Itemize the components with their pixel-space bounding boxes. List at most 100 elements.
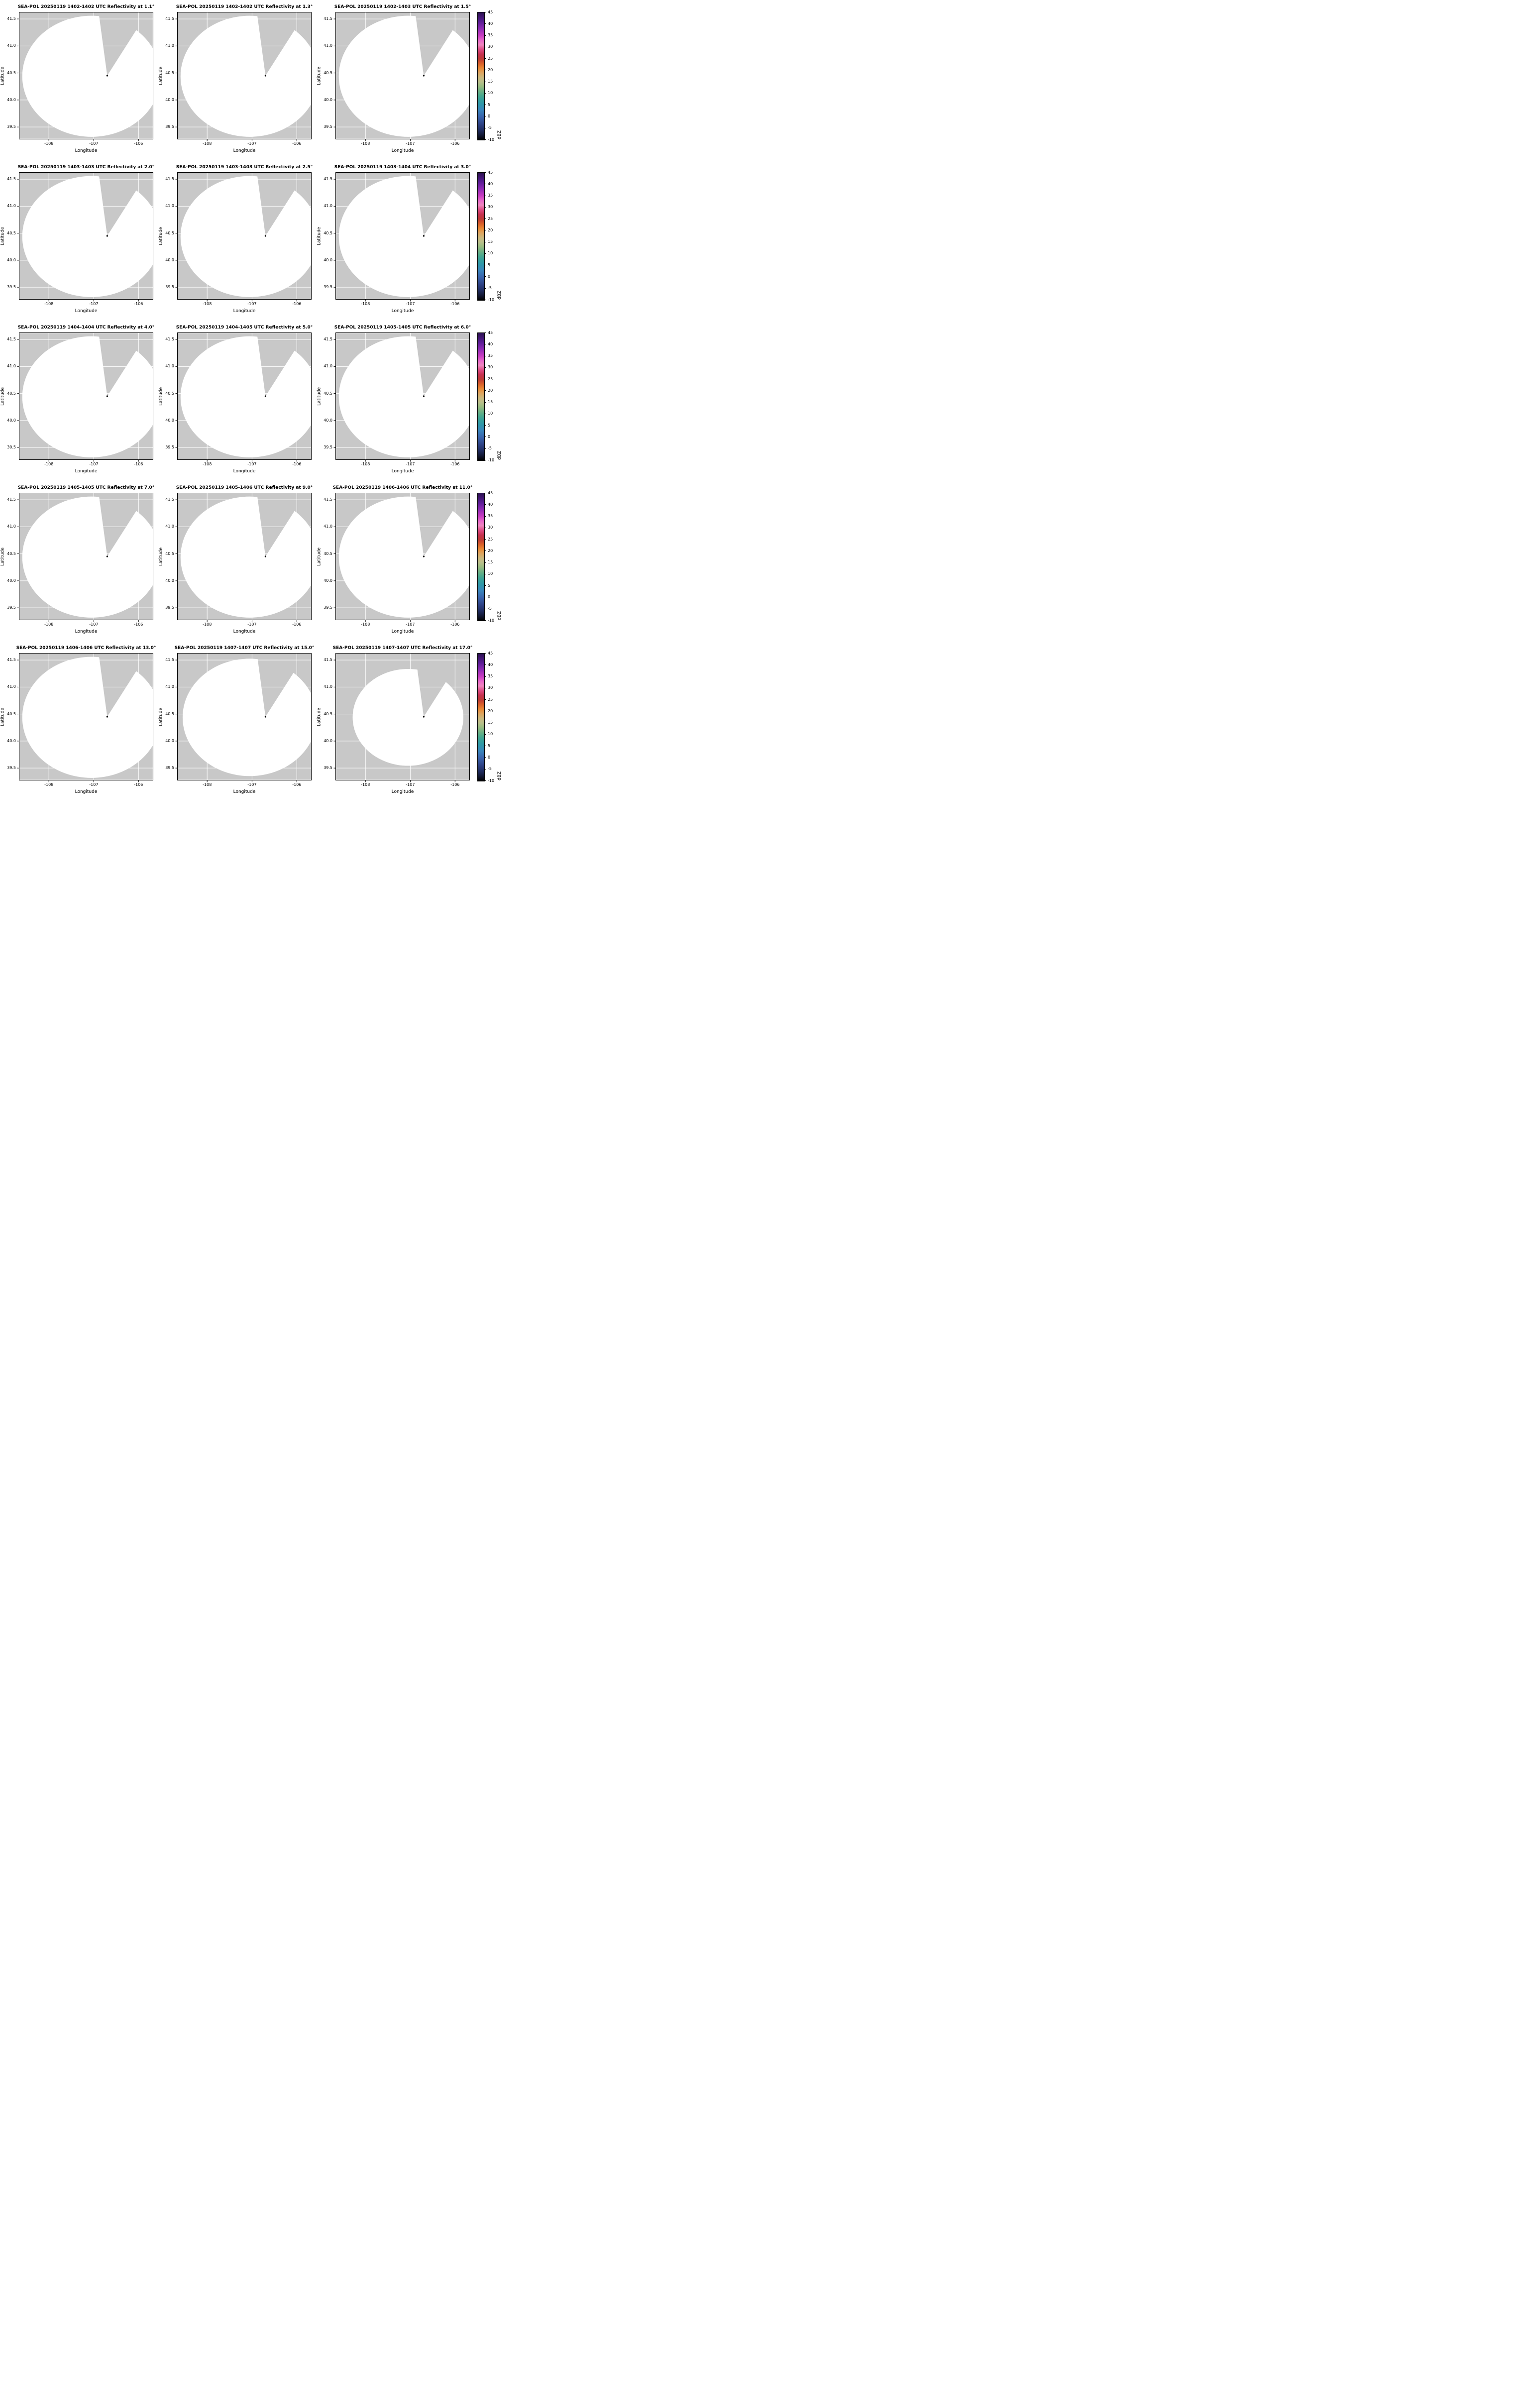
y-tick-label: 41.0 — [165, 684, 174, 689]
y-tick-label: 41.5 — [7, 177, 16, 182]
x-tick-label: -106 — [450, 622, 460, 627]
colorbar-gradient — [477, 172, 485, 301]
colorbar-tick-label: 20 — [488, 708, 493, 713]
colorbar-tick-label: -5 — [488, 125, 492, 130]
radar-panel: SEA-POL 20250119 1403-1403 UTC Reflectiv… — [0, 161, 158, 322]
colorbar-tick-label: 25 — [488, 376, 493, 381]
colorbar-tick-label: 35 — [488, 674, 493, 679]
blocked-sector-wedge — [99, 12, 148, 76]
x-tick-label: -107 — [89, 302, 99, 306]
y-axis-label: Latitude — [317, 387, 322, 406]
y-tick-label: 40.0 — [165, 738, 174, 743]
radar-site-dot — [423, 235, 425, 237]
y-tick-label: 39.5 — [7, 445, 16, 450]
colorbar-tick — [485, 35, 486, 36]
x-axis-label: Longitude — [391, 629, 414, 634]
radar-site-dot — [106, 235, 108, 237]
x-axis-label: Longitude — [233, 309, 256, 314]
y-tick-label: 40.5 — [165, 391, 174, 396]
panel-title: SEA-POL 20250119 1404-1405 UTC Reflectiv… — [176, 325, 313, 330]
radar-ppi-plot — [17, 12, 153, 141]
y-tick-label: 39.5 — [7, 605, 16, 610]
y-tick-label: 40.5 — [7, 551, 16, 556]
panel-title: SEA-POL 20250119 1404-1404 UTC Reflectiv… — [17, 325, 155, 330]
colorbar-tick-label: 35 — [488, 193, 493, 198]
x-tick-label: -108 — [361, 622, 370, 627]
colorbar-tick — [485, 734, 486, 735]
radar-panel: SEA-POL 20250119 1402-1402 UTC Reflectiv… — [0, 1, 158, 161]
colorbar-tick — [485, 367, 486, 368]
figure-row: SEA-POL 20250119 1402-1402 UTC Reflectiv… — [0, 1, 506, 161]
colorbar-tick-label: 25 — [488, 537, 493, 542]
x-tick-label: -107 — [406, 622, 415, 627]
colorbar-tick-label: -10 — [488, 297, 495, 302]
x-axis-label: Longitude — [391, 789, 414, 794]
y-tick-label: 40.0 — [324, 97, 332, 102]
colorbar-tick-label: 40 — [488, 21, 493, 26]
y-tick-label: 40.5 — [324, 391, 332, 396]
y-tick-label: 40.5 — [324, 711, 332, 716]
colorbar: 45 40 35 30 25 20 15 10 5 0 -5 -10 dBZ — [475, 642, 506, 802]
colorbar-tick-label: 10 — [488, 251, 493, 256]
y-axis-label: Latitude — [0, 387, 5, 406]
y-tick-label: 40.0 — [324, 257, 332, 262]
x-tick-label: -108 — [203, 622, 212, 627]
x-axis-label: Longitude — [75, 309, 98, 314]
y-tick-label: 41.0 — [324, 204, 332, 209]
colorbar-tick-label: 10 — [488, 411, 493, 416]
scan-area — [182, 658, 312, 776]
radar-panel: SEA-POL 20250119 1402-1402 UTC Reflectiv… — [158, 1, 317, 161]
y-tick-label: 41.5 — [165, 337, 174, 342]
y-tick-label: 39.5 — [165, 124, 174, 129]
x-tick-label: -108 — [361, 782, 370, 787]
radar-panel: SEA-POL 20250119 1407-1407 UTC Reflectiv… — [317, 642, 475, 802]
y-axis-label: Latitude — [0, 707, 5, 726]
x-axis-label: Longitude — [391, 469, 414, 474]
colorbar-tick-label: -10 — [488, 778, 495, 783]
colorbar-tick-label: -10 — [488, 618, 495, 623]
radar-site-dot — [264, 75, 266, 77]
x-tick-label: -106 — [450, 302, 460, 306]
y-axis-label: Latitude — [158, 387, 164, 406]
x-tick-label: -106 — [292, 141, 302, 146]
blocked-sector-wedge — [99, 493, 148, 556]
y-tick-label: 41.5 — [324, 497, 332, 502]
y-axis-label: Latitude — [317, 547, 322, 566]
y-tick-label: 41.5 — [165, 16, 174, 21]
figure-row: SEA-POL 20250119 1404-1404 UTC Reflectiv… — [0, 322, 506, 482]
x-tick-label: -107 — [406, 302, 415, 306]
x-tick-label: -106 — [292, 302, 302, 306]
y-tick-label: 39.5 — [324, 124, 332, 129]
colorbar-tick — [485, 757, 486, 758]
figure-row: SEA-POL 20250119 1405-1405 UTC Reflectiv… — [0, 482, 506, 642]
y-tick-label: 41.0 — [7, 684, 16, 689]
colorbar-tick — [485, 402, 486, 403]
radar-ppi-plot — [333, 493, 470, 622]
panel-title: SEA-POL 20250119 1402-1403 UTC Reflectiv… — [334, 4, 471, 9]
radar-panel: SEA-POL 20250119 1406-1406 UTC Reflectiv… — [317, 482, 475, 642]
y-tick-label: 40.0 — [324, 578, 332, 583]
colorbar-tick-label: 20 — [488, 67, 493, 72]
x-axis-label: Longitude — [391, 309, 414, 314]
radar-ppi-plot — [333, 12, 470, 141]
colorbar-tick — [485, 516, 486, 517]
colorbar-tick — [485, 676, 486, 677]
colorbar-tick — [485, 550, 486, 551]
y-tick-label: 40.0 — [7, 257, 16, 262]
panel-title: SEA-POL 20250119 1405-1405 UTC Reflectiv… — [17, 485, 155, 490]
figure-row: SEA-POL 20250119 1403-1403 UTC Reflectiv… — [0, 161, 506, 322]
colorbar-tick — [485, 539, 486, 540]
y-tick-label: 40.0 — [324, 418, 332, 423]
y-tick-label: 41.5 — [165, 657, 174, 662]
y-axis-label: Latitude — [317, 66, 322, 85]
y-tick-label: 41.5 — [324, 16, 332, 21]
y-tick-label: 39.5 — [165, 766, 174, 770]
radar-ppi-plot — [333, 332, 470, 462]
radar-panel: SEA-POL 20250119 1405-1405 UTC Reflectiv… — [0, 482, 158, 642]
colorbar: 45 40 35 30 25 20 15 10 5 0 -5 -10 dBZ — [475, 482, 506, 642]
blocked-sector-wedge — [99, 172, 148, 236]
colorbar-tick-label: 5 — [488, 583, 491, 588]
blocked-sector-wedge — [257, 493, 307, 556]
blocked-sector-wedge — [257, 172, 307, 236]
colorbar-tick — [485, 699, 486, 700]
